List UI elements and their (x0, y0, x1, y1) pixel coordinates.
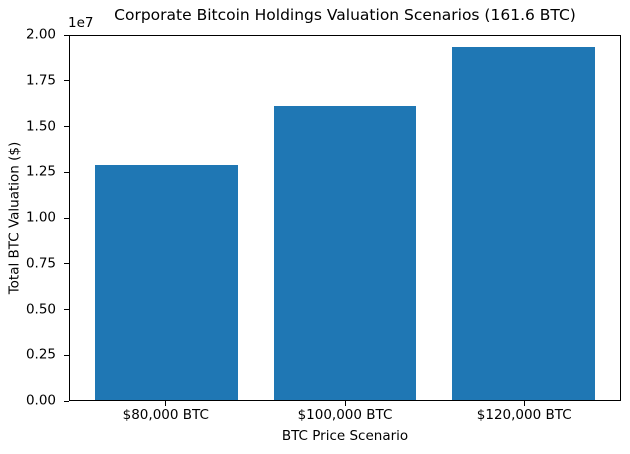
y-tick-mark (64, 80, 69, 82)
y-axis: 0.00 0.25 0.50 0.75 1.00 1.25 1.50 1.75 2.00 (0, 28, 69, 407)
x-tick-mark (165, 401, 167, 406)
y-axis-offset-text: 1e7 (68, 15, 94, 31)
y-tick-mark (64, 354, 69, 356)
y-tick-mark (64, 126, 69, 127)
y-tick-label: 0.75 (25, 255, 56, 271)
x-tick-mark (344, 401, 346, 406)
bar-1 (95, 164, 238, 400)
y-tick-label: 1.75 (25, 72, 56, 88)
x-axis: $80,000 BTC $100,000 BTC $120,000 BTC (69, 401, 621, 427)
y-tick-mark (64, 217, 69, 219)
x-axis-label: BTC Price Scenario (281, 428, 409, 444)
y-tick-label: 2.00 (25, 26, 56, 43)
x-tick-label: $80,000 BTC (122, 407, 209, 423)
x-tick-label: $100,000 BTC (297, 407, 393, 423)
y-tick-mark (64, 400, 69, 402)
x-tick-mark (523, 401, 525, 406)
plot-area (69, 35, 621, 401)
y-tick-mark (64, 171, 69, 173)
y-tick-label: 1.25 (25, 163, 56, 180)
y-tick-label: 0.00 (25, 392, 56, 409)
x-tick-label: $120,000 BTC (476, 407, 572, 423)
chart-title: Corporate Bitcoin Holdings Valuation Sce… (114, 6, 576, 24)
y-tick-label: 1.50 (25, 117, 56, 134)
y-tick-mark (64, 309, 69, 310)
bar-2 (273, 105, 417, 400)
y-tick-mark (64, 263, 69, 265)
y-tick-mark (64, 34, 69, 36)
y-tick-label: 1.00 (25, 209, 56, 226)
bar-3 (452, 47, 595, 400)
y-tick-label: 0.25 (25, 346, 56, 363)
y-tick-label: 0.50 (25, 300, 56, 317)
